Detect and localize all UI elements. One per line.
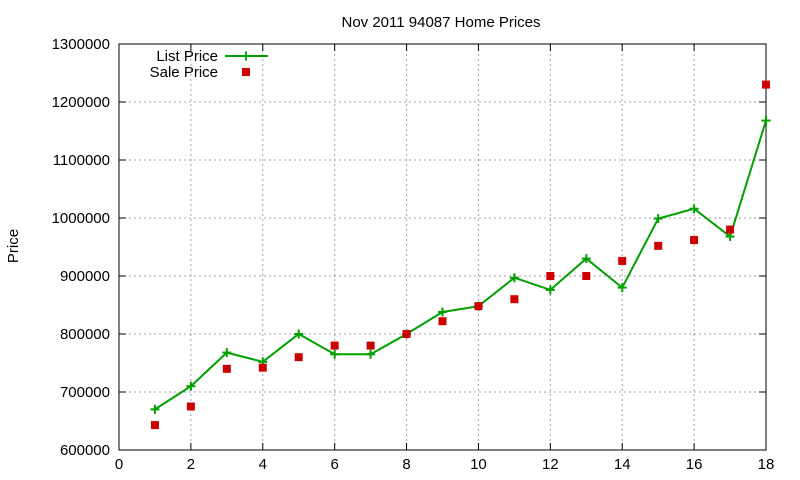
sale-price-point xyxy=(366,341,375,350)
y-tick-label: 1100000 xyxy=(53,152,110,169)
x-tick-label: 14 xyxy=(614,456,631,473)
y-tick-label: 900000 xyxy=(60,268,110,285)
y-tick-label: 1000000 xyxy=(52,210,110,227)
legend-plus-swatch xyxy=(241,51,251,61)
y-tick-label: 1200000 xyxy=(52,94,110,111)
sale-price-point xyxy=(546,272,555,280)
list-price-point xyxy=(222,348,232,358)
x-tick-label: 0 xyxy=(115,456,123,473)
list-price-point xyxy=(761,116,771,126)
x-tick-label: 8 xyxy=(402,456,410,473)
legend-label: List Price xyxy=(156,48,218,65)
list-price-point xyxy=(438,307,447,317)
series-0 xyxy=(150,116,771,414)
sale-price-point xyxy=(150,421,159,430)
list-price-point xyxy=(509,273,519,283)
list-price-point xyxy=(186,381,196,391)
y-tick-label: 1300000 xyxy=(52,36,110,53)
legend-entry: List Price xyxy=(156,48,268,65)
grid xyxy=(119,44,766,450)
sale-price-point xyxy=(186,402,195,411)
x-tick-label: 6 xyxy=(330,456,338,473)
x-tick-label: 18 xyxy=(758,456,775,473)
list-price-point xyxy=(330,349,340,359)
y-tick-label: 700000 xyxy=(60,384,110,401)
y-axis-label: Price xyxy=(5,229,22,263)
sale-price-point xyxy=(258,363,267,372)
x-tick-label: 2 xyxy=(187,456,195,473)
sale-price-point xyxy=(690,236,699,245)
axis-ticks xyxy=(118,43,767,451)
sale-price-point xyxy=(438,317,447,326)
sale-price-point xyxy=(510,295,519,304)
sale-price-point xyxy=(402,330,411,338)
sale-price-point xyxy=(330,341,339,350)
sale-price-point xyxy=(762,80,770,89)
x-tick-label: 16 xyxy=(686,456,703,473)
sale-price-point xyxy=(618,256,627,265)
list-price-line xyxy=(154,120,767,411)
tick-labels: 0 2 4 6 8 10 12 14 16 18 600000 700000 800000 900000 1… xyxy=(52,36,775,473)
legend-entry: Sale Price xyxy=(150,64,250,81)
list-price-point xyxy=(366,349,376,359)
chart-title: Nov 2011 94087 Home Prices xyxy=(342,14,541,31)
sale-price-point xyxy=(294,353,303,362)
y-tick-label: 600000 xyxy=(60,442,110,459)
list-price-point xyxy=(617,283,627,293)
x-tick-label: 4 xyxy=(259,456,267,473)
list-price-point xyxy=(150,404,160,414)
sale-price-point xyxy=(654,241,663,250)
x-tick-label: 10 xyxy=(470,456,487,473)
list-price-point xyxy=(545,285,555,295)
legend-square-swatch xyxy=(242,68,250,76)
plot-frame xyxy=(118,43,767,451)
sale-price-point xyxy=(474,302,483,311)
y-tick-label: 800000 xyxy=(60,326,110,343)
list-price-point xyxy=(581,254,591,264)
list-price-point xyxy=(294,329,304,339)
sale-price-point xyxy=(582,272,591,280)
sale-price-point xyxy=(726,225,735,234)
list-price-point xyxy=(653,214,663,224)
list-price-point xyxy=(689,204,699,214)
legend-label: Sale Price xyxy=(150,64,218,81)
x-tick-label: 12 xyxy=(542,456,559,473)
data-series xyxy=(150,80,771,430)
series-1 xyxy=(150,80,770,430)
sale-price-point xyxy=(222,364,231,373)
